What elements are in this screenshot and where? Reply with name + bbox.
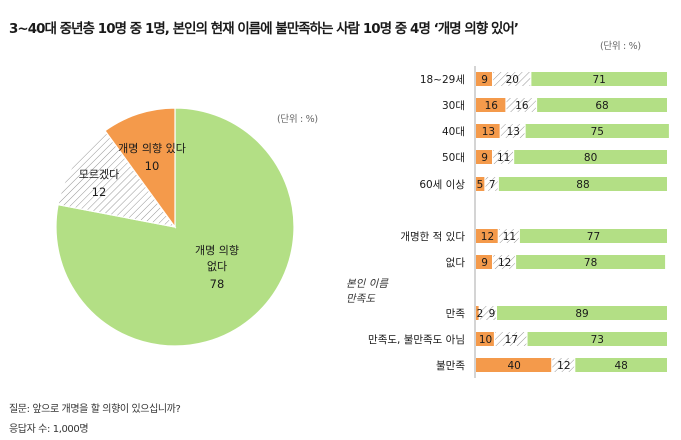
bar-value-no: 73 <box>591 334 604 346</box>
bar-category-label: 불만족 <box>436 360 465 372</box>
bar-value-yes: 9 <box>481 257 488 269</box>
bar-segment-dontknow <box>506 98 536 112</box>
bar-value-yes: 10 <box>479 334 492 346</box>
pie-value-yes: 10 <box>145 159 160 173</box>
bar-segment-dontknow <box>479 306 496 320</box>
bar-segment-yes <box>476 150 492 164</box>
pie-value-dontknow: 12 <box>92 185 107 199</box>
bar-segment-dontknow <box>495 332 527 346</box>
bar-segment-yes <box>476 72 492 86</box>
bar-value-dontknow: 11 <box>503 231 516 243</box>
pie-unit-label: (단위 : %) <box>277 114 318 125</box>
bar-value-dontknow: 16 <box>515 100 529 112</box>
bar-value-no: 78 <box>584 257 597 269</box>
pie-slice-yes <box>104 107 176 229</box>
bar-segment-yes <box>476 177 485 191</box>
footnote-question: 질문: 앞으로 개명을 할 의향이 있으십니까? <box>9 404 181 415</box>
bar-category-label: 만족도, 불만족도 아님 <box>368 334 465 346</box>
bar-category-label: 없다 <box>446 256 466 269</box>
bar-segment-no <box>498 177 667 191</box>
bar-value-no: 77 <box>587 231 600 243</box>
bar-group-label: 본인 이름 만족도 <box>346 278 389 305</box>
bar-value-yes: 12 <box>481 231 494 243</box>
bar-segment-no <box>516 255 666 269</box>
pie-slice-dontknow <box>57 129 177 228</box>
bar-segment-no <box>525 124 669 138</box>
bar-value-dontknow: 17 <box>505 334 518 346</box>
bar-value-dontknow: 11 <box>497 152 510 164</box>
pie-label-dontknow: 모르겠다 <box>79 168 119 181</box>
bar-segment-no <box>497 306 667 320</box>
bar-value-yes: 9 <box>481 74 488 86</box>
bar-segment-yes <box>476 358 552 372</box>
bar-segment-yes <box>476 98 506 112</box>
bar-segment-yes <box>476 229 498 243</box>
bar-value-yes: 16 <box>485 100 499 112</box>
bar-segment-dontknow <box>493 150 513 164</box>
bar-category-label: 50대 <box>442 152 465 164</box>
bar-segment-dontknow <box>500 124 525 138</box>
bar-value-no: 75 <box>591 126 604 138</box>
bar-segment-no <box>575 358 667 372</box>
bar-category-label: 18~29세 <box>420 74 465 86</box>
bar-segment-dontknow <box>493 72 531 86</box>
bar-value-no: 48 <box>614 360 627 372</box>
bar-segment-dontknow <box>493 255 515 269</box>
bar-segment-yes <box>476 332 494 346</box>
bar-value-yes: 40 <box>508 360 521 372</box>
bar-value-no: 71 <box>593 74 606 86</box>
pie-label-yes: 개명 의향 있다 <box>118 142 186 155</box>
bar-value-no: 89 <box>575 308 588 320</box>
bar-value-yes: 5 <box>477 179 484 191</box>
bar-category-label: 40대 <box>442 126 465 138</box>
bar-segment-dontknow <box>485 177 498 191</box>
bar-value-dontknow: 12 <box>557 360 570 372</box>
bar-segment-no <box>519 229 667 243</box>
bar-segment-yes <box>476 306 479 320</box>
bar-value-yes: 2 <box>477 308 484 320</box>
bar-segment-no <box>527 332 667 346</box>
bar-segment-yes <box>476 124 500 138</box>
bar-value-yes: 13 <box>482 126 495 138</box>
pie-value-no: 78 <box>210 277 225 291</box>
chart-title: 3~40대 중년층 10명 중 1명, 본인의 현재 이름에 불만족하는 사람 … <box>9 22 519 37</box>
bar-value-dontknow: 9 <box>489 308 496 320</box>
bar-category-label: 만족 <box>446 308 466 320</box>
bar-segment-no <box>514 150 667 164</box>
pie-chart: 개명 의향 없다 78 모르겠다 12 개명 의향 있다 10 <box>55 107 295 347</box>
bar-segment-dontknow <box>552 358 575 372</box>
bar-category-label: 30대 <box>442 100 465 112</box>
footnote-sample: 응답자 수: 1,000명 <box>9 424 89 435</box>
bar-segment-no <box>537 98 667 112</box>
bar-value-dontknow: 20 <box>506 74 519 86</box>
bar-value-no: 88 <box>576 179 589 191</box>
bar-segment-dontknow <box>498 229 519 243</box>
bar-value-dontknow: 12 <box>498 257 511 269</box>
bar-category-label: 개명한 적 있다 <box>400 231 465 243</box>
bar-value-dontknow: 13 <box>507 126 520 138</box>
bar-value-no: 68 <box>595 100 608 112</box>
bar-value-dontknow: 7 <box>489 179 496 191</box>
bar-value-yes: 9 <box>481 152 488 164</box>
bar-category-label: 60세 이상 <box>419 179 465 191</box>
bar-segment-no <box>531 72 667 86</box>
stacked-bar-chart: 18~29세 9 20 71 30대 16 16 68 40대 13 13 75 50대 9 11 80 60세… <box>346 66 669 378</box>
bar-value-no: 80 <box>584 152 597 164</box>
pie-label-no: 개명 의향 없다 <box>195 244 239 273</box>
bar-unit-label: (단위 : %) <box>600 41 641 52</box>
bar-segment-yes <box>476 255 492 269</box>
